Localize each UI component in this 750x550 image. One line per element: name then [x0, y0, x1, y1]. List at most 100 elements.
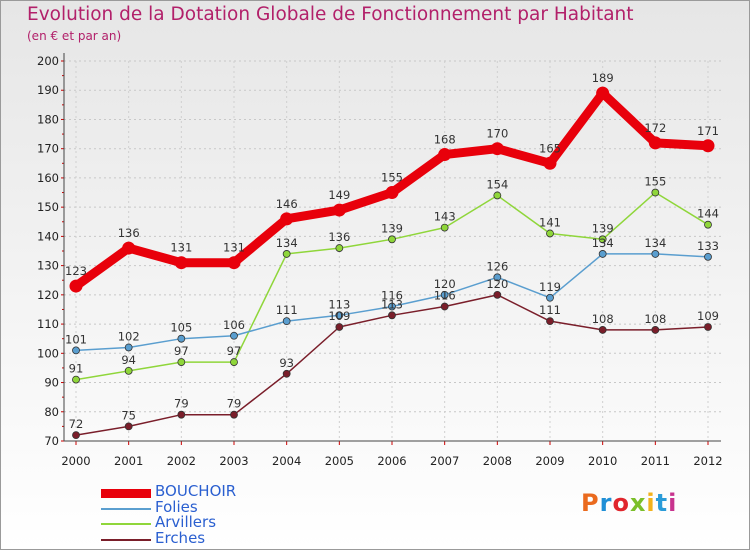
- data-label: 108: [644, 312, 666, 326]
- y-tick-label: 70: [44, 434, 59, 448]
- data-point: [493, 290, 502, 299]
- data-point: [177, 410, 186, 419]
- data-point: [440, 290, 449, 299]
- x-tick-label: 2006: [377, 454, 406, 468]
- data-point: [493, 273, 502, 282]
- data-point: [122, 241, 136, 255]
- data-point: [230, 331, 238, 340]
- data-label: 72: [69, 417, 84, 431]
- data-label: 136: [118, 226, 140, 240]
- data-label: 120: [434, 277, 456, 291]
- x-tick-label: 2010: [588, 454, 617, 468]
- x-tick-label: 2012: [693, 454, 722, 468]
- x-tick-label: 2002: [167, 454, 196, 468]
- chart-subtitle: (en € et par an): [27, 29, 122, 43]
- data-label: 101: [65, 332, 87, 346]
- logo-letter: o: [612, 489, 630, 517]
- data-point: [227, 256, 241, 270]
- x-tick-label: 2000: [61, 454, 90, 468]
- data-label: 134: [592, 236, 614, 250]
- data-label: 116: [381, 289, 403, 303]
- legend-swatch: [101, 488, 151, 498]
- data-point: [124, 422, 133, 431]
- data-point: [648, 136, 662, 150]
- data-point: [493, 191, 502, 200]
- data-label: 170: [486, 127, 508, 141]
- x-tick-label: 2005: [325, 454, 354, 468]
- legend-label: Arvillers: [155, 513, 217, 531]
- y-tick-label: 130: [37, 259, 59, 273]
- data-point: [335, 323, 344, 331]
- data-point: [701, 139, 715, 153]
- data-label: 146: [276, 197, 298, 211]
- data-label: 172: [644, 121, 666, 135]
- x-tick-label: 2003: [219, 454, 248, 468]
- data-point: [335, 311, 344, 320]
- legend-swatch: [101, 523, 151, 525]
- data-label: 131: [223, 241, 245, 255]
- data-label: 155: [644, 175, 666, 189]
- data-point: [490, 142, 504, 156]
- data-point: [598, 235, 607, 244]
- data-label: 134: [644, 236, 666, 250]
- data-label: 189: [592, 71, 614, 85]
- data-point: [174, 256, 188, 270]
- data-label: 134: [276, 236, 298, 250]
- logo-letter: r: [599, 489, 613, 517]
- y-tick-label: 170: [37, 142, 59, 156]
- data-point: [280, 212, 294, 226]
- data-label: 91: [69, 362, 84, 376]
- x-tick-label: 2011: [641, 454, 670, 468]
- y-tick-label: 180: [37, 112, 59, 126]
- data-label: 106: [223, 318, 245, 332]
- legend-swatch: [101, 507, 151, 510]
- data-point: [598, 250, 607, 258]
- data-point: [651, 188, 660, 197]
- y-tick-label: 140: [37, 229, 59, 243]
- data-point: [124, 366, 133, 375]
- data-label: 155: [381, 171, 403, 185]
- x-tick-label: 2007: [430, 454, 459, 468]
- data-point: [388, 302, 396, 311]
- data-point: [546, 293, 554, 302]
- data-label: 105: [170, 321, 192, 335]
- y-tick-label: 100: [37, 346, 59, 360]
- x-tick-label: 2004: [272, 454, 301, 468]
- y-tick-label: 110: [37, 317, 59, 331]
- data-point: [651, 326, 660, 334]
- data-point: [651, 250, 660, 258]
- data-label: 93: [279, 356, 294, 370]
- logo-letter: t: [655, 489, 669, 517]
- y-tick-label: 80: [44, 405, 59, 419]
- logo-letter: i: [646, 489, 656, 517]
- data-label: 109: [697, 309, 719, 323]
- x-tick-label: 2001: [114, 454, 143, 468]
- data-label: 154: [486, 177, 508, 191]
- y-tick-label: 160: [37, 171, 59, 185]
- logo-letter: P: [581, 489, 600, 517]
- x-tick-label: 2009: [535, 454, 564, 468]
- data-point: [440, 302, 449, 311]
- y-tick-label: 120: [37, 288, 59, 302]
- data-label: 144: [697, 207, 719, 221]
- data-label: 75: [121, 408, 136, 422]
- data-label: 116: [434, 289, 456, 303]
- data-point: [335, 244, 344, 252]
- axes: 7080901001101201301401501601701801902002…: [37, 53, 723, 468]
- data-label: 139: [592, 221, 614, 235]
- logo-letter: i: [668, 489, 678, 517]
- data-point: [69, 279, 83, 293]
- data-label: 120: [486, 277, 508, 291]
- data-point: [72, 346, 80, 355]
- data-label: 123: [65, 264, 87, 278]
- data-point: [230, 358, 238, 366]
- chart-title: Evolution de la Dotation Globale de Fonc…: [27, 4, 634, 25]
- data-label: 136: [328, 230, 350, 244]
- data-point: [543, 156, 557, 170]
- data-point: [546, 229, 554, 238]
- data-label: 143: [434, 210, 456, 224]
- data-label: 102: [118, 329, 140, 343]
- data-label: 131: [170, 241, 192, 255]
- data-label: 139: [381, 221, 403, 235]
